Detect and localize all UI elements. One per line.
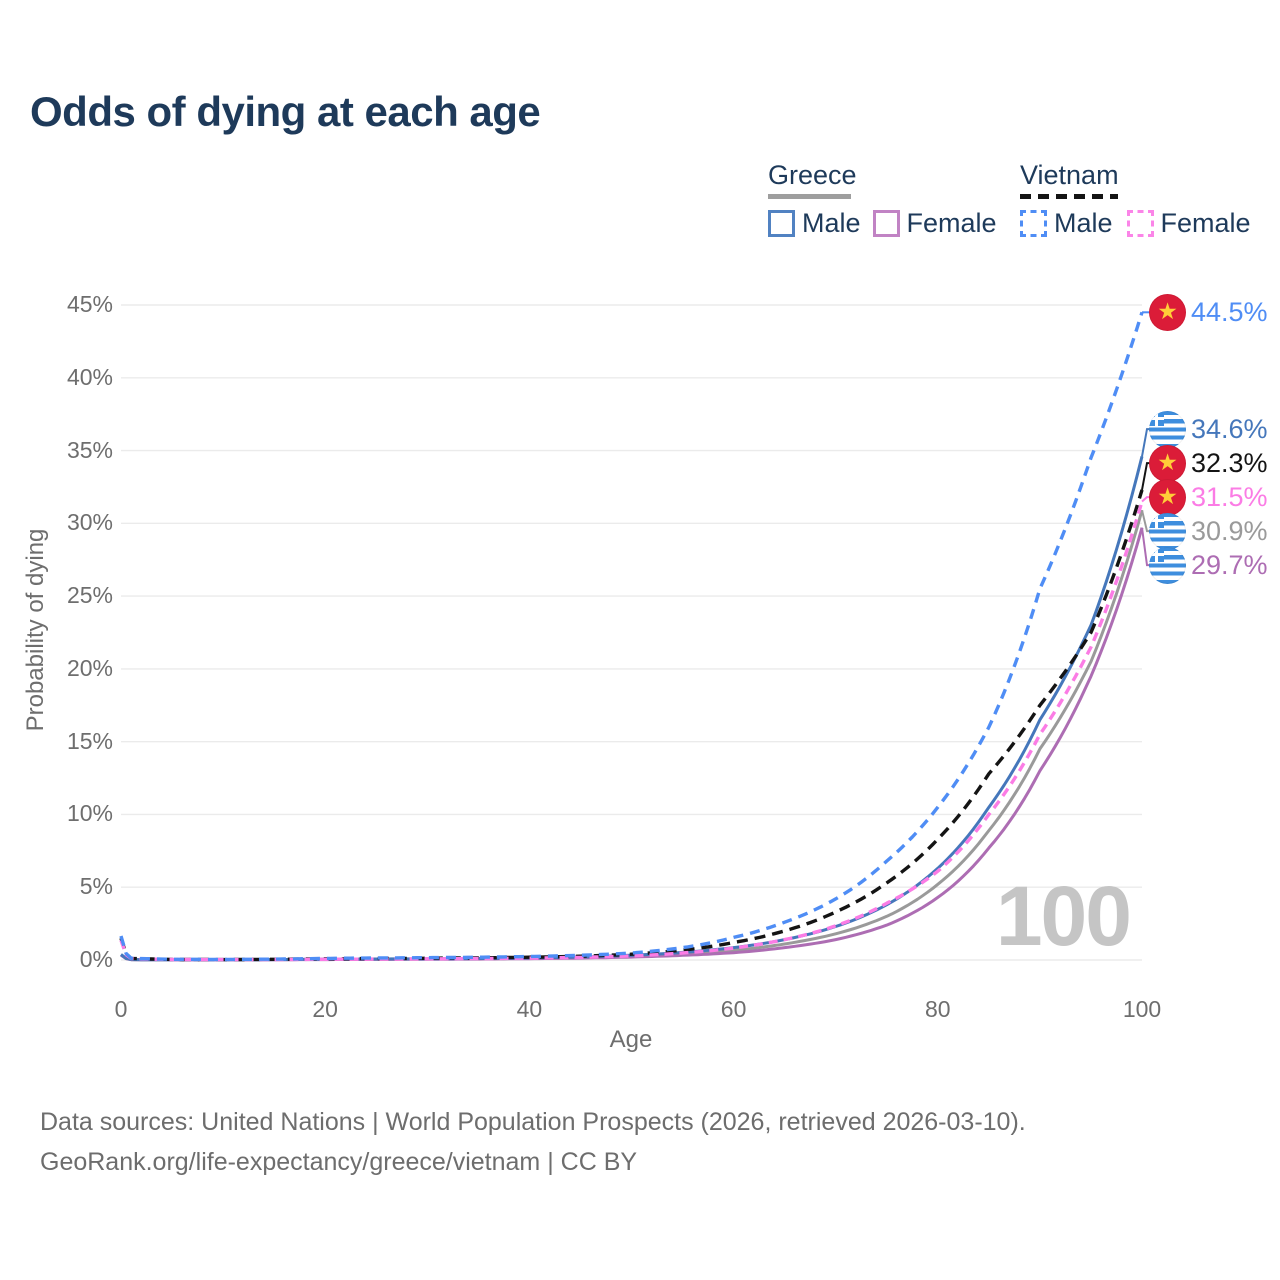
- end-value-vietnam-male: 44.5%: [1191, 296, 1268, 327]
- x-tick-0: 0: [114, 996, 128, 1022]
- legend-swatch-greece-female: [872, 210, 900, 237]
- greek-cross-canton: [1149, 410, 1164, 426]
- end-label-vietnam-female: ★ 31.5%: [1149, 478, 1268, 516]
- end-label-greece-female: 29.7%: [1149, 546, 1268, 584]
- end-value-vietnam-total: 32.3%: [1191, 447, 1268, 478]
- y-tick-5: 5%: [79, 873, 113, 900]
- legend-label-greece-male: Male: [802, 208, 861, 238]
- y-tick-45: 45%: [66, 290, 113, 317]
- vietnam-flag-icon: ★: [1149, 444, 1186, 482]
- greek-cross-canton: [1149, 512, 1164, 528]
- legend-item-greece-male: Male: [768, 208, 861, 239]
- legend-group-greece: Greece Male Female: [768, 160, 997, 239]
- curve-vietnam-male: [119, 311, 1144, 962]
- legend-country-vietnam: Vietnam: [1020, 160, 1119, 190]
- legend-label-vietnam-female: Female: [1160, 208, 1251, 238]
- x-tick-100: 100: [1122, 996, 1162, 1022]
- curve-vietnam-female: [119, 501, 1144, 962]
- end-label-vietnam-total: ★ 32.3%: [1149, 444, 1268, 482]
- y-tick-25: 25%: [66, 582, 113, 609]
- legend-swatch-vietnam-male: [1020, 210, 1047, 237]
- x-axis-title: Age: [609, 1026, 653, 1053]
- greek-cross-canton: [1149, 546, 1164, 562]
- end-value-greece-female: 29.7%: [1191, 549, 1268, 580]
- end-label-greece-total: 30.9%: [1149, 512, 1268, 550]
- legend-swatch-greece-male: [768, 210, 795, 237]
- legend-line-sample-vietnam: [1020, 194, 1118, 199]
- star-icon: ★: [1157, 297, 1178, 324]
- legend-label-vietnam-male: Male: [1054, 208, 1113, 238]
- x-tick-80: 80: [925, 996, 951, 1022]
- legend-item-vietnam-male: Male: [1020, 208, 1113, 239]
- y-axis-title: Probability of dying: [22, 528, 49, 732]
- end-value-greece-male: 34.6%: [1191, 413, 1268, 444]
- y-tick-10: 10%: [66, 800, 113, 827]
- legend-item-greece-female: Female: [872, 208, 997, 239]
- y-tick-30: 30%: [66, 509, 113, 536]
- end-value-greece-total: 30.9%: [1191, 515, 1268, 546]
- legend-label-greece-female: Female: [906, 208, 997, 238]
- star-icon: ★: [1157, 482, 1178, 509]
- greece-flag-icon: [1149, 410, 1186, 448]
- legend-line-sample-greece: [768, 194, 851, 199]
- greece-flag-icon: [1149, 512, 1186, 550]
- age-counter-watermark: 100: [995, 869, 1132, 963]
- attribution-text: GeoRank.org/life-expectancy/greece/vietn…: [40, 1148, 638, 1176]
- star-icon: ★: [1157, 448, 1178, 475]
- greece-flag-icon: [1149, 546, 1186, 584]
- x-tick-40: 40: [516, 996, 543, 1022]
- y-tick-15: 15%: [66, 727, 113, 754]
- end-label-vietnam-male: ★ 44.5%: [1149, 293, 1268, 331]
- end-label-greece-male: 34.6%: [1149, 410, 1268, 448]
- legend-item-vietnam-female: Female: [1126, 208, 1251, 239]
- y-tick-40: 40%: [66, 363, 113, 390]
- data-sources-text: Data sources: United Nations | World Pop…: [40, 1108, 1026, 1136]
- vietnam-flag-icon: ★: [1149, 293, 1186, 331]
- legend-group-vietnam: Vietnam Male Female: [1020, 160, 1251, 239]
- legend-swatch-vietnam-female: [1126, 210, 1154, 237]
- page-title: Odds of dying at each age: [30, 88, 541, 135]
- y-tick-35: 35%: [66, 436, 113, 463]
- x-tick-20: 20: [312, 996, 338, 1022]
- legend-country-greece: Greece: [768, 160, 857, 190]
- y-tick-20: 20%: [66, 654, 113, 681]
- vietnam-flag-icon: ★: [1149, 478, 1186, 516]
- end-value-vietnam-female: 31.5%: [1191, 481, 1268, 512]
- y-tick-0: 0%: [79, 946, 113, 972]
- x-tick-60: 60: [720, 996, 747, 1022]
